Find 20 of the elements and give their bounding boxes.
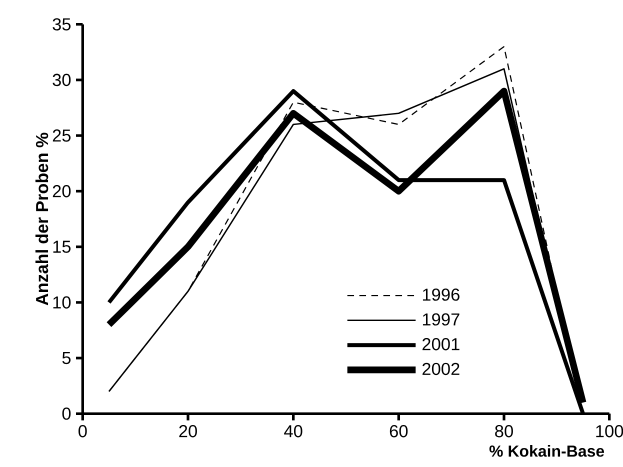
y-tick-label: 5 [62, 352, 71, 364]
legend-label: 2001 [422, 338, 460, 350]
y-tick-label: 25 [52, 129, 71, 142]
y-tick-label: 15 [53, 240, 71, 253]
y-tick-label: 10 [53, 296, 71, 309]
x-tick-label: 40 [284, 425, 302, 438]
y-axis-title: Anzahl der Proben % [35, 132, 48, 306]
y-tick-label: 30 [52, 74, 71, 86]
legend-label: 1997 [422, 313, 460, 326]
x-tick-label: 0 [78, 425, 87, 438]
x-tick-label: 60 [390, 425, 408, 438]
y-tick-label: 35 [52, 18, 71, 30]
x-tick-label: 80 [495, 425, 513, 438]
y-tick-label: 0 [62, 408, 71, 420]
x-axis-title: % Kokain-Base [489, 445, 604, 457]
legend-label: 1996 [422, 288, 460, 301]
legend-label: 2002 [422, 362, 460, 376]
x-tick-label: 20 [179, 425, 197, 438]
x-tick-label: 100 [596, 425, 623, 438]
y-tick-label: 20 [52, 185, 71, 198]
